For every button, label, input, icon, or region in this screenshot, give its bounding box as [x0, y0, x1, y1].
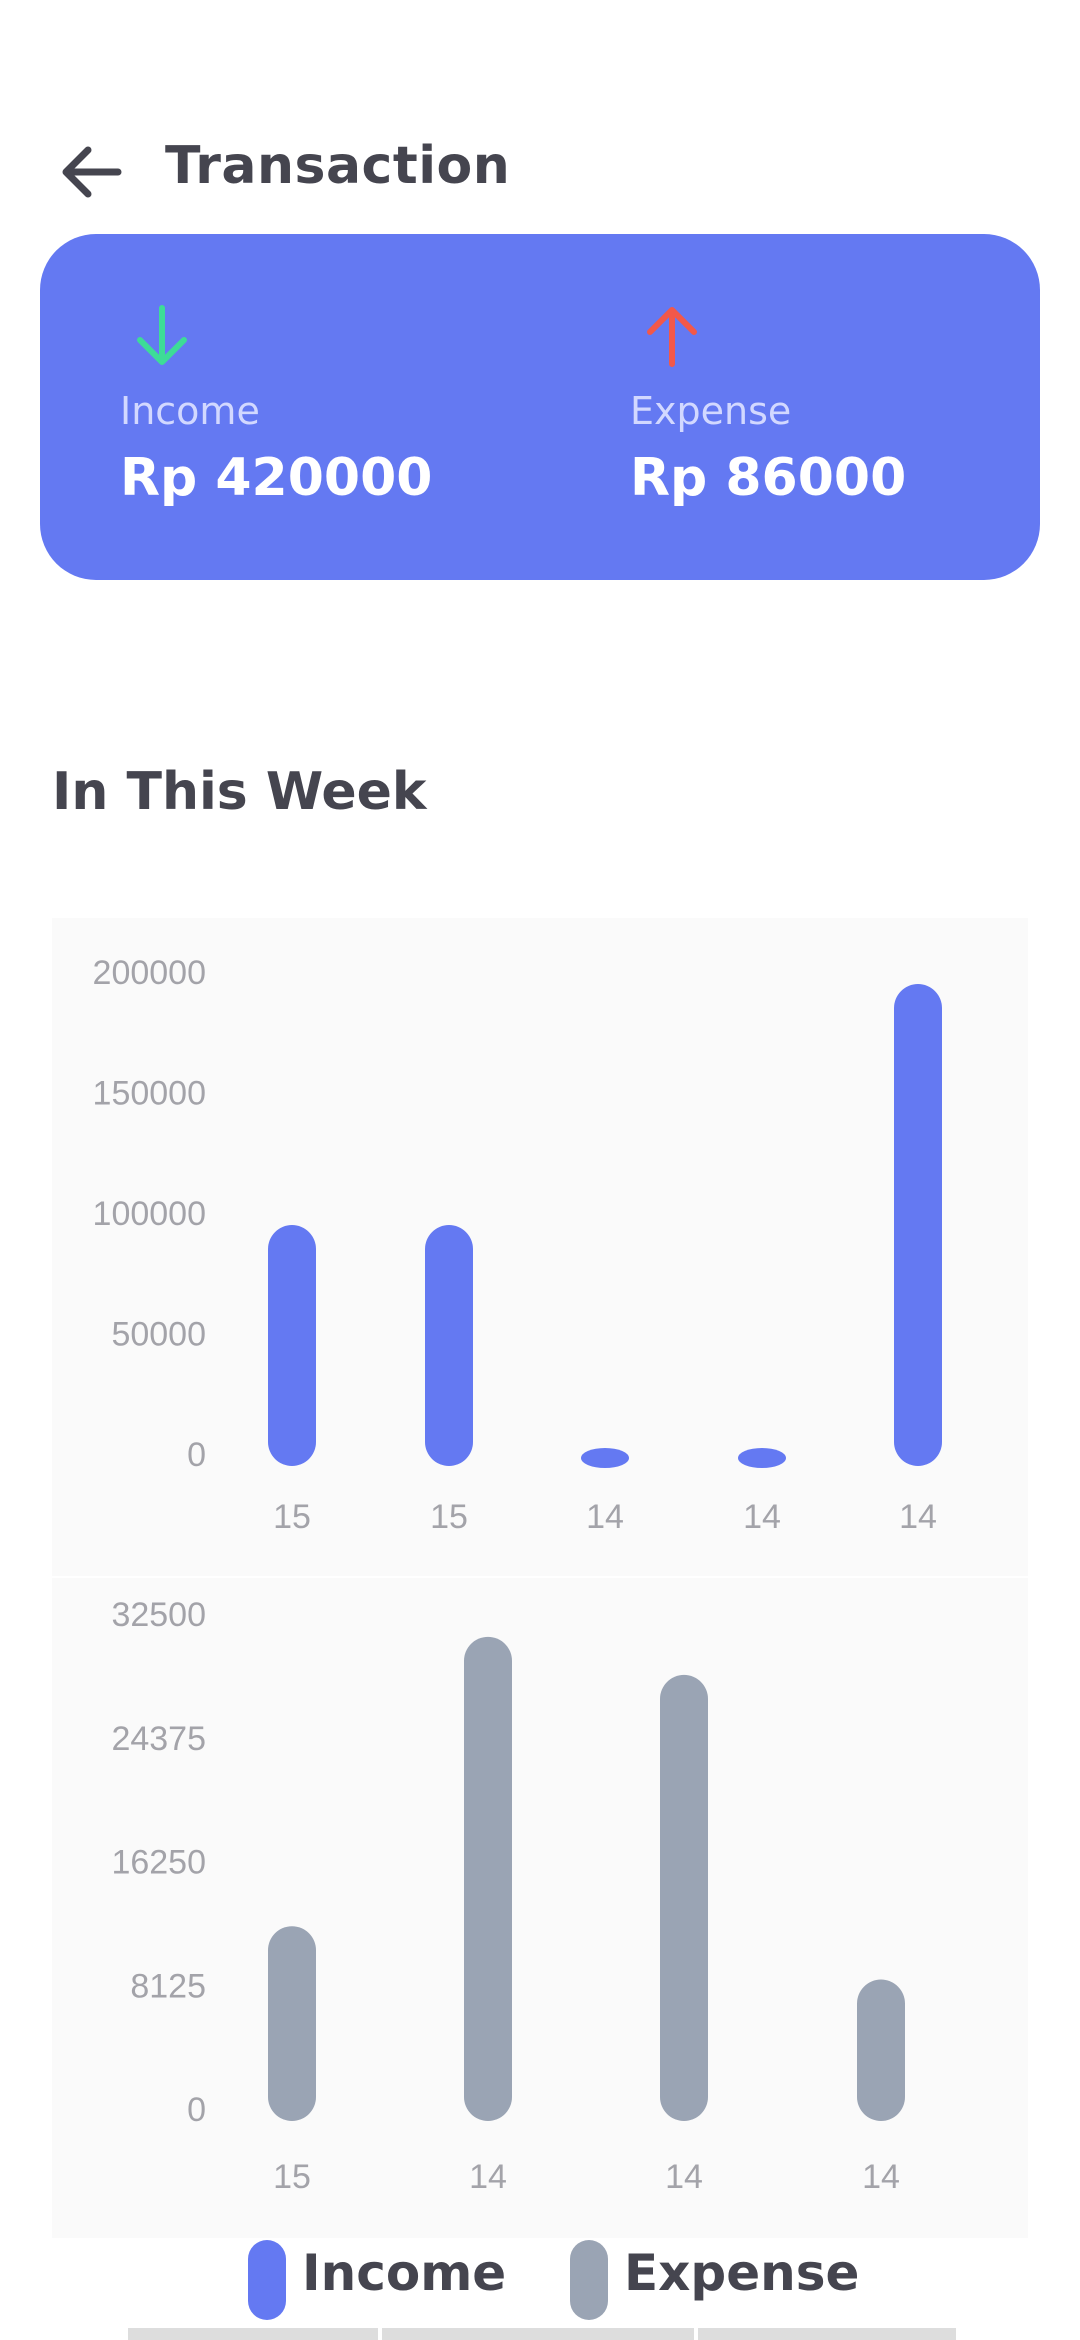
section-title: In This Week	[52, 762, 427, 822]
expense-bar[interactable]	[268, 1926, 316, 2121]
expense-bar[interactable]	[857, 1979, 905, 2121]
income-x-tick-label: 14	[743, 1498, 781, 1536]
income-y-tick-label: 100000	[93, 1195, 206, 1233]
income-x-tick-label: 14	[899, 1498, 937, 1536]
income-y-tick-label: 200000	[93, 954, 206, 992]
back-button[interactable]	[52, 132, 132, 212]
tab-indicator-segment	[382, 2328, 694, 2340]
expense-y-tick-label: 16250	[111, 1844, 206, 1882]
income-bar-chart: 200000 150000 100000 50000 0 15 15 14 14 14	[93, 954, 942, 1536]
income-x-tick-label: 15	[430, 1498, 468, 1536]
legend-swatch-expense	[570, 2240, 608, 2320]
income-bar[interactable]	[268, 1225, 316, 1466]
expense-bar[interactable]	[660, 1674, 708, 2121]
expense-chart: 32500 24375 16250 8125 0 15 14 14 14	[52, 1578, 1028, 2238]
income-y-tick-label: 50000	[111, 1316, 206, 1354]
income-bar[interactable]	[738, 1448, 786, 1468]
summary-card: Income Rp 420000 Expense Rp 86000	[40, 234, 1040, 580]
income-value: Rp 420000	[120, 448, 433, 508]
income-bar[interactable]	[425, 1225, 473, 1466]
expense-bar[interactable]	[464, 1636, 512, 2121]
income-bar[interactable]	[581, 1448, 629, 1468]
arrow-down-icon	[137, 305, 187, 365]
legend-label-expense: Expense	[624, 2244, 860, 2302]
expense-x-tick-label: 14	[862, 2158, 900, 2196]
income-y-tick-label: 150000	[93, 1075, 206, 1113]
tab-indicator-segment	[128, 2328, 378, 2340]
expense-bar-chart: 32500 24375 16250 8125 0 15 14 14 14	[111, 1596, 905, 2196]
app-header: Transaction	[0, 110, 1080, 220]
expense-value: Rp 86000	[630, 448, 907, 508]
legend-swatch-income	[248, 2240, 286, 2320]
expense-y-tick-label: 32500	[111, 1596, 206, 1634]
expense-label: Expense	[630, 389, 792, 433]
expense-x-tick-label: 14	[665, 2158, 703, 2196]
expense-x-tick-label: 15	[273, 2158, 311, 2196]
expense-y-tick-label: 8125	[130, 1967, 206, 2005]
income-label: Income	[120, 389, 260, 433]
income-bar[interactable]	[894, 984, 942, 1466]
bottom-tab-indicator	[128, 2328, 956, 2340]
income-x-tick-label: 14	[586, 1498, 624, 1536]
legend-label-income: Income	[302, 2244, 507, 2302]
arrow-up-icon	[647, 307, 697, 367]
tab-indicator-segment	[698, 2328, 956, 2340]
income-y-tick-label: 0	[187, 1436, 206, 1474]
expense-y-tick-label: 24375	[111, 1720, 206, 1758]
expense-x-tick-label: 14	[469, 2158, 507, 2196]
income-x-tick-label: 15	[273, 1498, 311, 1536]
income-chart: 200000 150000 100000 50000 0 15 15 14 14 14	[52, 918, 1028, 1576]
page-title: Transaction	[165, 136, 511, 196]
expense-y-tick-label: 0	[187, 2091, 206, 2129]
arrow-left-icon	[62, 146, 122, 198]
